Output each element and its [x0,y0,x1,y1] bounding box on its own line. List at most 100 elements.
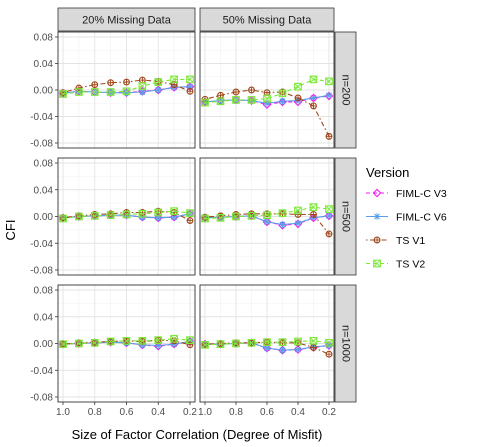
data-point [75,339,83,347]
data-point [310,211,317,218]
square-x-cross [186,75,194,84]
data-point [153,213,163,223]
square-x-marker [325,338,333,347]
data-point [122,210,131,219]
data-point [153,85,163,95]
data-point [123,78,130,86]
data-point [278,338,287,347]
circle-plus-cross [310,211,317,218]
y-tick-label: 0.00 [34,339,54,350]
data-point [186,217,194,224]
data-point [75,339,83,348]
data-point [201,214,209,223]
data-point [325,338,333,347]
data-point [216,340,225,349]
square-x-cross [201,214,209,223]
y-tick-label: 0.00 [34,86,54,97]
square-x-marker [106,337,115,346]
panel-20-missing-data-n-500: -0.08 -0.04 0.00 0.04 0.08 [30,157,196,277]
square-x-cross [107,337,115,346]
square-x-marker [138,82,147,90]
data-point [75,84,83,92]
facet-strip-label: n=500 [340,201,352,232]
data-point [248,97,255,104]
legend-key-marker [373,236,381,244]
data-point [294,346,302,353]
square-x-cross [263,94,271,103]
data-point [217,91,224,99]
x-tick-label: 0.4 [291,407,305,418]
square-x-marker [154,78,163,86]
circle-plus-cross [139,338,146,345]
asterisk-marker [186,210,194,218]
data-point [279,339,286,347]
panel-20-missing-data-n-1000: -0.08 -0.04 0.00 0.04 0.08 1.0 0.8 0.6 0.4 0.2 [30,284,197,418]
square-x-marker [216,213,225,222]
data-point [138,338,146,345]
panel-border [199,31,335,149]
legend-label: FIML-C V3 [396,188,447,200]
facet-strip-label: n=1000 [340,325,352,362]
x-tick-label: 0.8 [88,407,102,418]
legend-key-marker [373,259,381,268]
square-x-marker [186,75,194,84]
square-x-marker [90,211,99,220]
diamond-marker [293,345,303,354]
square-x-cross [186,336,194,344]
x-tick-label: 1.0 [56,407,70,418]
square-x-marker [138,336,147,345]
facet-strip-label: 50% Missing Data [223,15,313,27]
data-point [294,206,302,215]
square-x-cross [75,212,83,221]
square-x-cross [247,96,256,104]
data-point [216,97,225,106]
data-point [232,96,240,104]
circle-plus-cross [248,87,255,93]
square-x-cross [154,208,162,217]
square-x-cross [309,75,318,84]
y-tick-label: 0.00 [34,212,54,223]
data-point [279,346,286,354]
square-x-cross [154,336,162,344]
data-point [201,340,209,348]
square-x-marker [106,211,115,220]
square-x-cross [170,335,178,343]
circle-plus-cross [326,230,332,237]
circle-plus-cross [91,81,98,88]
series-ts-v2 [59,75,194,98]
asterisk-marker [310,94,317,102]
asterisk-marker [263,100,271,107]
square-x-cross [138,210,146,218]
legend-label: TS V2 [396,259,425,271]
square-x-marker [201,340,209,349]
data-point [154,336,163,345]
square-x-cross [247,339,256,347]
data-point [169,212,179,222]
circle-plus-cross [279,210,286,217]
data-point [123,89,130,96]
data-point [59,340,67,349]
asterisk-marker [139,88,146,96]
asterisk-marker [279,346,286,354]
data-point [186,210,194,218]
square-x-marker [59,90,67,98]
x-tick-label: 1.0 [198,407,212,418]
data-point [75,88,83,96]
circle-plus-cross [264,89,270,96]
data-point [138,336,147,345]
data-point [310,344,317,351]
square-x-cross [91,339,99,347]
data-point [325,132,333,140]
data-point [107,79,115,87]
square-x-marker [201,214,209,223]
data-point [138,76,146,84]
square-x-cross [122,337,131,345]
data-point [263,94,271,103]
y-tick-label: 0.04 [34,312,54,323]
square-x-marker [232,339,240,348]
square-x-marker [294,82,302,91]
square-x-cross [122,210,131,219]
legend-key-marker [372,188,382,198]
circle-plus-cross [123,79,130,85]
